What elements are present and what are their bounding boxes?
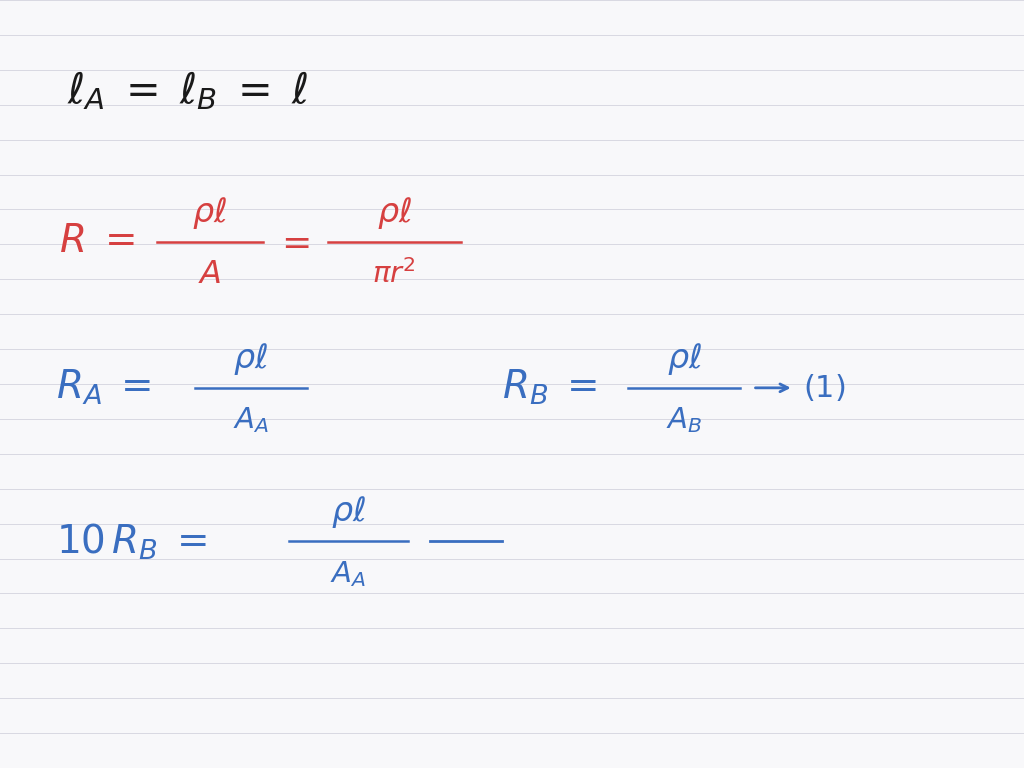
Text: $10\,R_B\;=\;$: $10\,R_B\;=\;$ xyxy=(56,521,208,561)
Text: $=$: $=$ xyxy=(274,225,309,259)
Text: $R_A\;=\;$: $R_A\;=\;$ xyxy=(56,368,152,408)
Text: $\rho\ell$: $\rho\ell$ xyxy=(193,195,227,230)
Text: $A_B$: $A_B$ xyxy=(666,406,702,435)
Text: $A$: $A$ xyxy=(199,259,221,290)
Text: $(1)$: $(1)$ xyxy=(803,372,846,403)
Text: $\rho\ell$: $\rho\ell$ xyxy=(377,195,412,230)
Text: $\rho\ell$: $\rho\ell$ xyxy=(331,495,366,530)
Text: $\pi r^2$: $\pi r^2$ xyxy=(373,260,416,289)
Text: $A_A$: $A_A$ xyxy=(232,406,269,435)
Text: $R\;=\;$: $R\;=\;$ xyxy=(59,223,135,260)
Text: $\rho\ell$: $\rho\ell$ xyxy=(667,341,701,376)
Text: $R_B\;=\;$: $R_B\;=\;$ xyxy=(502,368,597,408)
Text: $\ell_A\;=\;\ell_B\;=\;\ell$: $\ell_A\;=\;\ell_B\;=\;\ell$ xyxy=(67,69,307,112)
Text: $\rho\ell$: $\rho\ell$ xyxy=(233,341,268,376)
Text: $A_A$: $A_A$ xyxy=(330,559,367,588)
